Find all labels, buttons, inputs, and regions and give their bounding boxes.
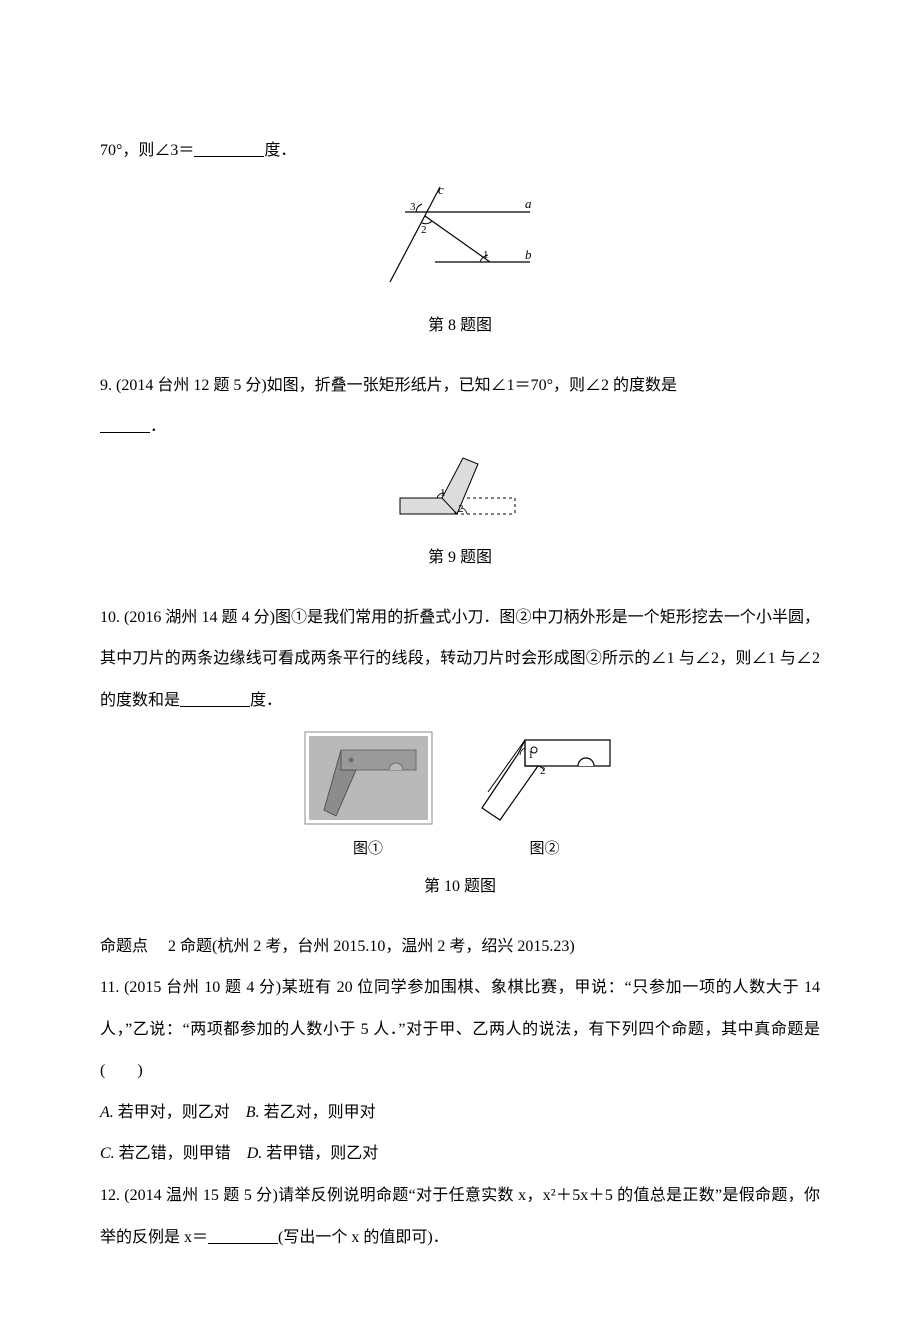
q11-optC[interactable]: 若乙错，则甲错 <box>119 1145 231 1162</box>
q10-sub2-cap: 图② <box>470 839 620 860</box>
q11-options-row2: C. 若乙错，则甲错 D. 若甲错，则乙对 <box>100 1133 820 1175</box>
q10-sub1-svg: 图① <box>301 728 436 860</box>
q11-optD[interactable]: 若甲错，则乙对 <box>266 1145 378 1162</box>
q9-caption: 第 9 题图 <box>100 537 820 579</box>
q11-optB[interactable]: 若乙对，则甲对 <box>264 1104 376 1121</box>
q9-figure: 1 2 <box>100 454 820 531</box>
q10-blank[interactable] <box>180 692 250 707</box>
q10-sub1-cap: 图① <box>301 839 436 860</box>
q11-optD-letter: D. <box>247 1145 267 1162</box>
q12-text: 12. (2014 温州 15 题 5 分)请举反例说明命题“对于任意实数 x，… <box>100 1175 820 1258</box>
q10-text: 10. (2016 湖州 14 题 4 分)图①是我们常用的折叠式小刀．图②中刀… <box>100 597 820 722</box>
q8-caption: 第 8 题图 <box>100 305 820 347</box>
topic-line: 命题点 2 命题(杭州 2 考，台州 2015.10，温州 2 考，绍兴 201… <box>100 926 820 968</box>
q9-text-a: 9. (2014 台州 12 题 5 分)如图，折叠一张矩形纸片，已知∠1＝70… <box>100 377 677 394</box>
q8-label-c: c <box>438 182 444 197</box>
q11-text: 11. (2015 台州 10 题 4 分)某班有 20 位同学参加围棋、象棋比… <box>100 967 820 1092</box>
q9-text: 9. (2014 台州 12 题 5 分)如图，折叠一张矩形纸片，已知∠1＝70… <box>100 365 820 407</box>
q11-options-row1: A. 若甲对，则乙对 B. 若乙对，则甲对 <box>100 1092 820 1134</box>
q10-caption: 第 10 题图 <box>100 866 820 908</box>
q9-text-b: ． <box>150 418 166 435</box>
q8-label-a: a <box>525 196 532 211</box>
q10-text-b: 度． <box>250 692 282 709</box>
q8-blank[interactable] <box>194 142 264 157</box>
q9-blank[interactable] <box>100 418 150 433</box>
q10-sub2-svg: 1 2 图② <box>470 728 620 860</box>
q11-optA-letter: A. <box>100 1104 118 1121</box>
q10-angle-1: 1 <box>528 749 534 761</box>
q8-angle-3: 3 <box>410 201 416 213</box>
q10-figure: 图① 1 2 图② <box>100 728 820 860</box>
q12-blank[interactable] <box>208 1229 278 1244</box>
q11-optA[interactable]: 若甲对，则乙对 <box>118 1104 230 1121</box>
q9-text-cont: ． <box>100 406 820 448</box>
q8-frag-b: 度． <box>264 142 296 159</box>
q8-figure: a b c 1 2 3 <box>100 182 820 299</box>
q8-fragment: 70°，则∠3＝ 度． <box>100 130 820 172</box>
q11-optB-letter: B. <box>246 1104 264 1121</box>
q9-angle-2: 2 <box>458 503 464 515</box>
q12-text-b: (写出一个 x 的值即可)． <box>278 1229 449 1246</box>
q11-optC-letter: C. <box>100 1145 119 1162</box>
q8-angle-1: 1 <box>483 249 489 261</box>
q8-angle-2: 2 <box>421 224 427 236</box>
q8-label-b: b <box>525 247 532 262</box>
q8-frag-a: 70°，则∠3＝ <box>100 142 194 159</box>
